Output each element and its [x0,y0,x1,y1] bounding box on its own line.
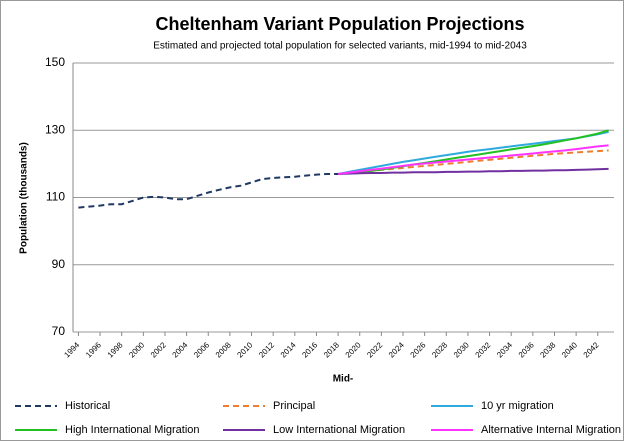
legend-label: Principal [273,400,315,412]
legend-label: Historical [65,400,110,412]
series-line [338,167,609,175]
legend-label: 10 yr migration [481,400,554,412]
chart-title: Cheltenham Variant Population Projection… [155,14,524,34]
legend-label: Low International Migration [273,424,405,436]
legend-label: Alternative Internal Migration [481,424,621,436]
y-tick-label: 90 [52,257,66,271]
chart-subtitle: Estimated and projected total population… [153,41,527,52]
series-line [78,173,339,209]
y-tick-label: 110 [46,190,65,204]
y-axis-label: Population (thousands) [19,142,30,254]
y-tick-label: 150 [45,55,65,69]
series-line [337,144,609,175]
y-tick-label: 70 [52,324,66,338]
y-tick-label: 130 [45,122,65,136]
legend-label: High International Migration [65,424,200,436]
x-axis-label: Mid- [333,374,354,385]
